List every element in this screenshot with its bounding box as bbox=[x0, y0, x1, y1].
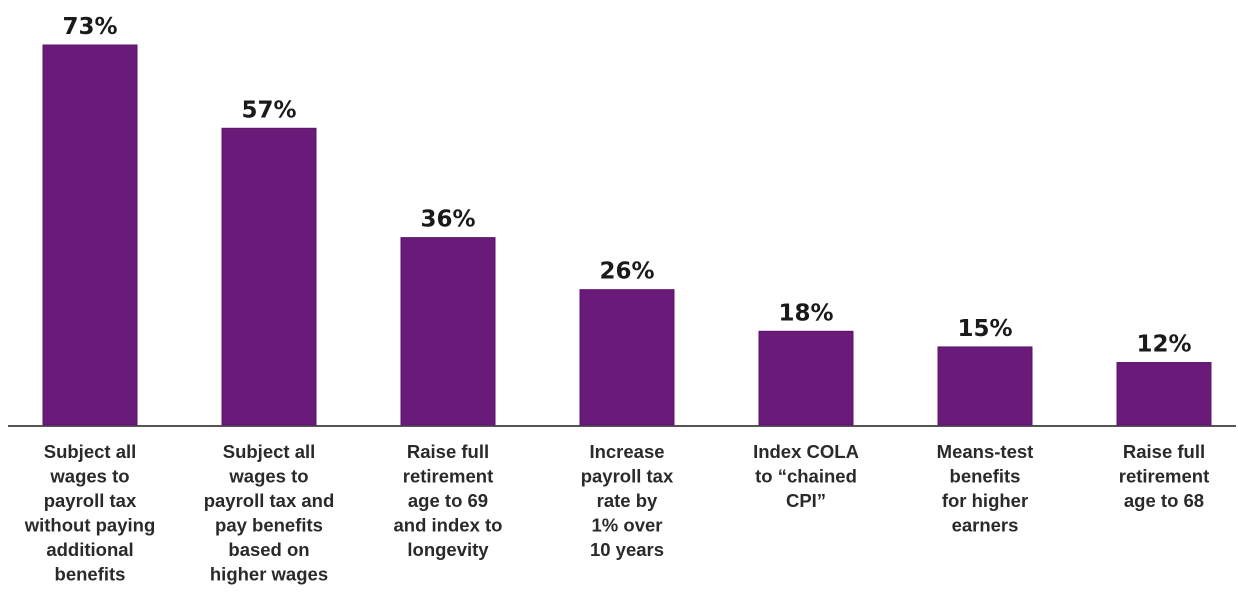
category-label-line: and index to bbox=[394, 515, 503, 536]
category-label-4: Increase payroll tax rate by 1% over 10 year… bbox=[581, 441, 674, 560]
bar-5 bbox=[758, 330, 854, 426]
category-label-line: Index COLA bbox=[753, 441, 859, 462]
bar-value-label-6: 15% bbox=[957, 316, 1012, 342]
category-label-2: Subject all wages to payroll tax and pay be… bbox=[204, 441, 335, 585]
category-label-line: earners bbox=[952, 515, 1019, 536]
category-label-line: wages to bbox=[228, 466, 308, 487]
category-label-6: Means-test benefits for higher earners bbox=[937, 441, 1034, 536]
bar-2 bbox=[221, 127, 317, 426]
bar-6 bbox=[937, 346, 1033, 426]
category-label-line: 1% over bbox=[592, 515, 663, 536]
category-label-line: wages to bbox=[49, 466, 129, 487]
category-label-line: benefits bbox=[950, 466, 1021, 487]
category-label-line: CPI” bbox=[786, 490, 826, 511]
category-label-7: Raise full retirement age to 68 bbox=[1119, 441, 1209, 511]
category-label-3: Raise full retirement age to 69 and index t… bbox=[394, 441, 503, 560]
category-label-line: pay benefits bbox=[215, 515, 323, 536]
category-label-line: Means-test bbox=[937, 441, 1034, 462]
bar-value-label-7: 12% bbox=[1136, 332, 1191, 358]
category-label-line: to “chained bbox=[755, 466, 857, 487]
category-label-line: payroll tax and bbox=[204, 490, 335, 511]
value-labels-group: 73% 57% 36% 26% 18% 15% 12% bbox=[62, 14, 1191, 358]
category-labels-group: Subject all wages to payroll tax without pa… bbox=[24, 441, 1210, 585]
bar-value-label-5: 18% bbox=[778, 300, 833, 326]
category-label-line: age to 68 bbox=[1124, 490, 1204, 511]
category-label-line: benefits bbox=[55, 564, 126, 585]
bar-3 bbox=[400, 237, 496, 426]
bar-value-label-1: 73% bbox=[62, 14, 117, 40]
category-label-line: payroll tax bbox=[44, 490, 137, 511]
category-label-line: higher wages bbox=[210, 564, 328, 585]
bar-value-label-4: 26% bbox=[599, 259, 654, 285]
bars-group bbox=[42, 44, 1212, 426]
category-label-line: additional bbox=[46, 539, 133, 560]
category-label-line: Raise full bbox=[407, 441, 489, 462]
bar-7 bbox=[1116, 362, 1212, 426]
category-label-line: Subject all bbox=[44, 441, 137, 462]
category-label-line: for higher bbox=[942, 490, 1028, 511]
category-label-5: Index COLA to “chained CPI” bbox=[753, 441, 859, 511]
category-label-line: retirement bbox=[1119, 466, 1209, 487]
category-label-line: retirement bbox=[403, 466, 493, 487]
category-label-line: rate by bbox=[597, 490, 658, 511]
category-label-line: without paying bbox=[24, 515, 156, 536]
category-label-line: age to 69 bbox=[408, 490, 488, 511]
category-label-line: 10 years bbox=[590, 539, 664, 560]
category-label-line: Increase bbox=[589, 441, 664, 462]
category-label-line: Raise full bbox=[1123, 441, 1205, 462]
bar-1 bbox=[42, 44, 138, 426]
bar-value-label-2: 57% bbox=[241, 97, 296, 123]
category-label-line: longevity bbox=[407, 539, 489, 560]
bar-value-label-3: 36% bbox=[420, 207, 475, 233]
category-label-line: based on bbox=[228, 539, 309, 560]
category-label-line: Subject all bbox=[223, 441, 316, 462]
category-label-line: payroll tax bbox=[581, 466, 674, 487]
category-label-1: Subject all wages to payroll tax without pa… bbox=[24, 441, 156, 585]
bar-4 bbox=[579, 289, 675, 426]
